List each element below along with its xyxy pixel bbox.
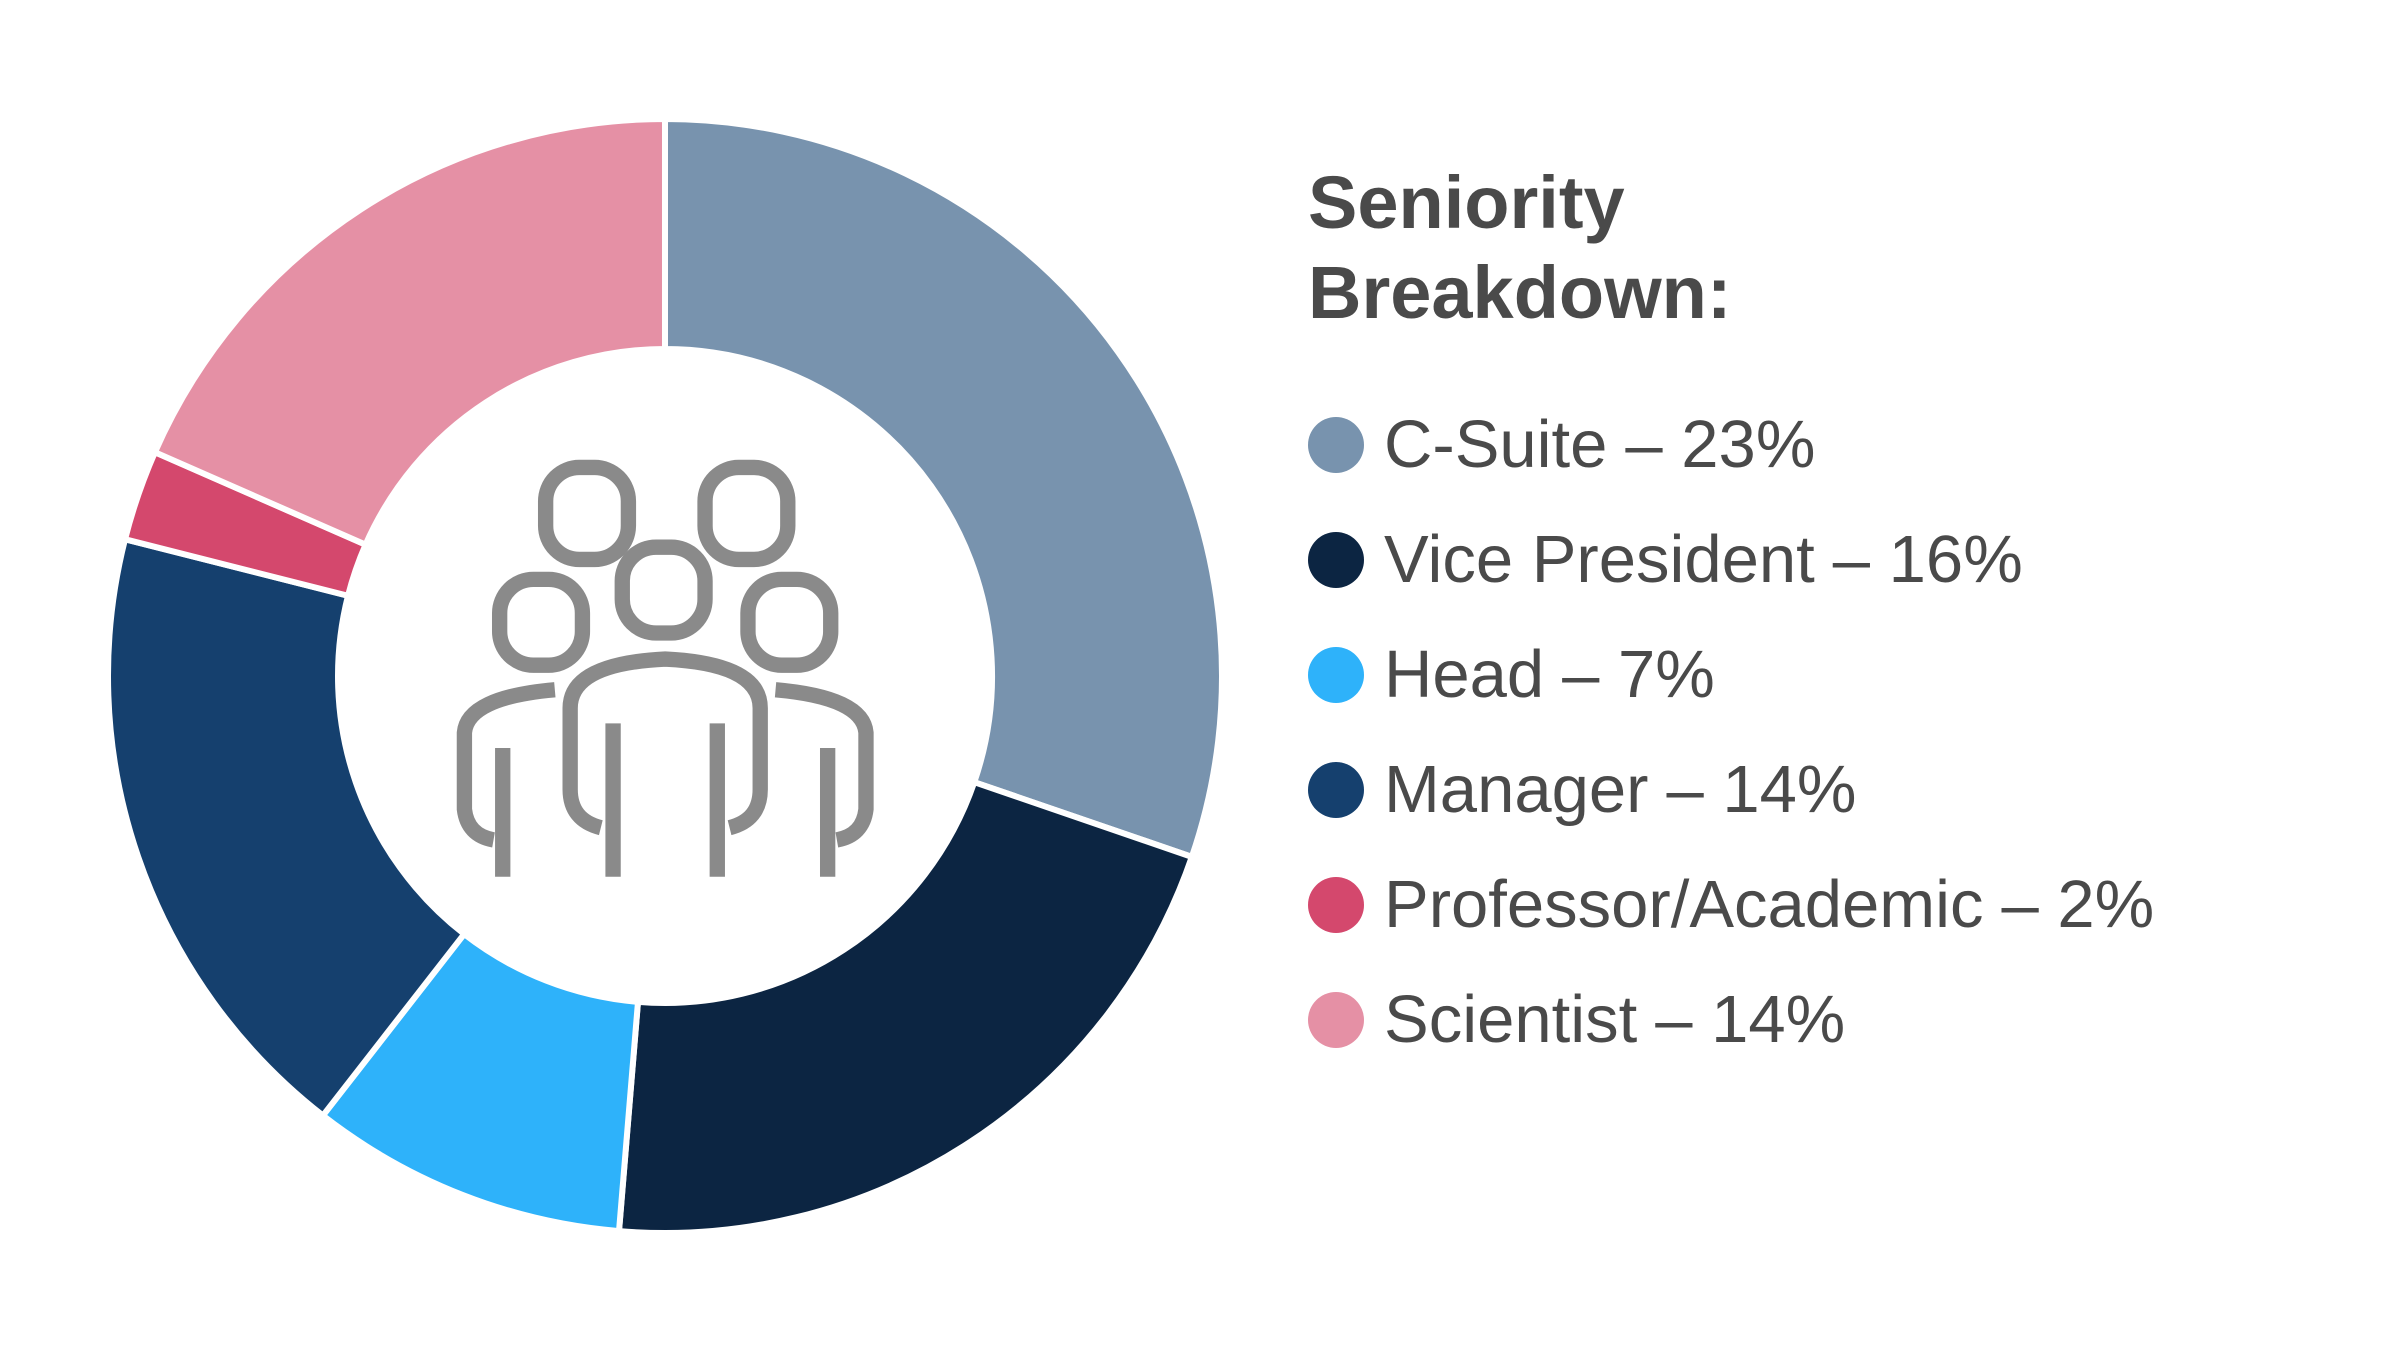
legend-label: Manager – 14% <box>1384 752 1856 827</box>
icon-head <box>537 459 637 568</box>
donut-segment <box>615 778 1196 1236</box>
legend-value: – 14% <box>1666 752 1856 827</box>
icon-legs <box>495 723 836 877</box>
legend-category: Head <box>1384 637 1544 712</box>
legend-category: Manager <box>1384 752 1648 827</box>
legend-label: Vice President – 16% <box>1384 522 2023 597</box>
legend-category: C-Suite <box>1384 407 1607 482</box>
legend-label: Scientist – 14% <box>1384 982 1845 1057</box>
icon-head <box>614 539 713 641</box>
legend-marker <box>1308 532 1364 588</box>
icon-body <box>562 651 768 836</box>
donut <box>105 115 1225 1236</box>
donut-segment <box>662 115 1225 861</box>
chart-title: Seniority Breakdown: <box>1308 161 1732 334</box>
legend-value: – 16% <box>1833 522 2023 597</box>
legend-value: – 2% <box>2002 867 2155 942</box>
icon-body <box>456 682 556 848</box>
legend-value: – 14% <box>1655 982 1845 1057</box>
legend: C-Suite – 23% Vice President – 16% Head – 7% M… <box>1308 407 2154 1057</box>
donut-segment <box>150 115 668 549</box>
legend-label: C-Suite – 23% <box>1384 407 1815 482</box>
legend-marker <box>1308 417 1364 473</box>
legend-category: Professor/Academic <box>1384 867 1984 942</box>
icon-head <box>697 459 796 568</box>
legend-category: Scientist <box>1384 982 1638 1057</box>
legend-label: Professor/Academic – 2% <box>1384 867 2154 942</box>
legend-marker <box>1308 992 1364 1048</box>
legend-value: – 23% <box>1625 407 1815 482</box>
legend-marker <box>1308 647 1364 703</box>
legend-category: Vice President <box>1384 522 1815 597</box>
icon-head <box>491 571 591 673</box>
legend-marker <box>1308 877 1364 933</box>
legend-value: – 7% <box>1562 637 1715 712</box>
people-icon <box>456 459 874 877</box>
donut-segment <box>105 535 469 1120</box>
icon-body <box>774 682 874 848</box>
icon-head <box>740 571 839 673</box>
legend-label: Head – 7% <box>1384 637 1715 712</box>
legend-marker <box>1308 762 1364 818</box>
